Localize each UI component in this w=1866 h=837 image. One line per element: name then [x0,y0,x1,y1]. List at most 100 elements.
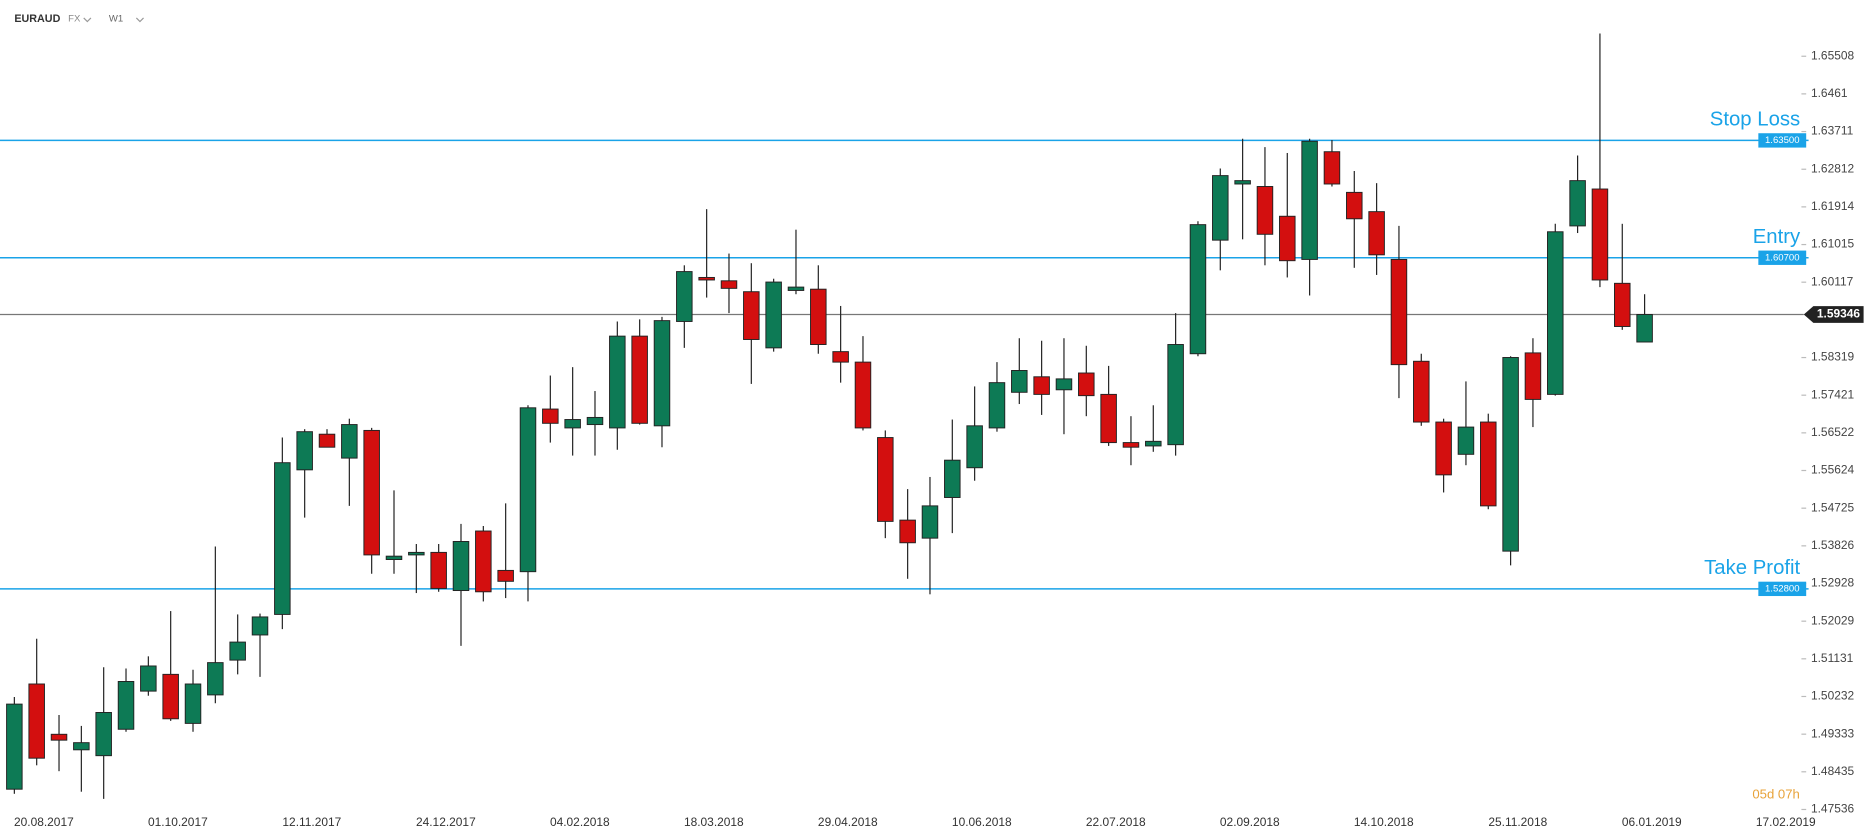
candle-body [810,288,827,345]
level-label: 1.60700 [1765,252,1800,263]
y-tick-label: 1.65508 [1811,48,1855,62]
candle-body [542,408,559,424]
candle-body [1636,314,1653,343]
candle-body [28,683,45,759]
candle-body [1323,151,1341,185]
candle-body [1614,282,1631,327]
chevron[interactable] [83,17,92,23]
level-tag [1758,133,1807,148]
y-tick-label: 1.61914 [1811,199,1855,213]
candle-body [877,437,894,522]
candle-body [1055,378,1073,391]
x-tick-label: 25.11.2018 [1488,815,1547,829]
current-price-label: 1.59346 [1817,307,1861,321]
y-tick-label: 1.56522 [1811,425,1855,439]
candle-body [1301,140,1318,260]
y-tick-label: 1.57421 [1811,387,1855,401]
candle-body [1212,175,1229,241]
candle-body [1368,211,1385,256]
candle-body [162,673,179,720]
candle-body [1524,352,1542,400]
candle-body [1145,440,1162,447]
x-tick-label: 29.04.2018 [818,815,878,829]
y-tick-label: 1.47536 [1811,802,1855,816]
candle-body [251,616,269,636]
candle-body [1591,188,1609,281]
level-tag [1758,250,1807,265]
candle-body [73,742,90,751]
candle-body [1033,376,1050,395]
x-tick-label: 06.01.2019 [1622,815,1682,829]
candle-body [1569,180,1586,227]
x-tick-label: 18.03.2018 [684,815,744,829]
interval[interactable]: W1 [109,14,123,25]
candle-body [1078,372,1095,397]
candle-body [452,541,470,592]
candle-body [631,335,648,424]
x-tick-label: 22.07.2018 [1086,815,1146,829]
y-tick-label: 1.49333 [1811,726,1855,740]
candle-body [609,335,626,429]
candle-body [430,551,447,589]
candle-body [1279,215,1296,262]
candle-body [765,281,782,349]
market[interactable]: FX [68,14,81,25]
candle-body [921,505,939,539]
candle-body [6,703,23,790]
candle-body [698,276,715,281]
level-name: Stop Loss [1710,108,1800,130]
candle-body [1167,344,1184,446]
y-tick-label: 1.54725 [1811,500,1855,514]
y-tick-label: 1.60117 [1811,274,1854,288]
chevron[interactable] [135,17,144,23]
level-name: Take Profit [1704,557,1800,579]
candle-body [787,286,805,291]
y-tick-label: 1.50232 [1811,689,1855,703]
candle-body [229,641,246,661]
y-tick-label: 1.51131 [1811,651,1854,665]
candle-body [274,462,291,615]
candle-body [497,569,514,582]
candle-body [1480,421,1497,507]
candle-body [1390,258,1408,366]
candle-body [564,419,581,429]
candle-body [408,551,425,556]
candle-body [50,733,68,741]
y-tick-label: 1.62812 [1811,161,1855,175]
candle-body [1346,191,1363,220]
candle-body [475,530,492,593]
x-tick-label: 20.08.2017 [14,815,74,829]
candle-body [519,407,537,573]
candle-body [743,291,760,340]
candle-body [341,424,358,459]
candle-body [944,459,961,498]
level-name: Entry [1753,226,1801,248]
candle-body [966,425,983,469]
candle-body [95,712,112,757]
candle-body [1011,370,1028,393]
candle-body [1189,224,1207,355]
candle-body [1547,231,1564,395]
y-tick-label: 1.63711 [1811,124,1854,138]
symbol[interactable]: EURAUD [14,13,60,25]
candle-body [1122,442,1140,448]
candle-body [318,433,336,448]
y-tick-label: 1.52928 [1811,576,1855,590]
y-tick-label: 1.58319 [1811,350,1855,364]
candle-body [1234,180,1251,185]
candle-body [1100,393,1117,444]
candle-body [720,280,738,289]
y-tick-label: 1.61015 [1811,237,1855,251]
candle-body [207,662,224,696]
candle-body [676,271,693,322]
x-tick-label: 24.12.2017 [416,815,476,829]
x-tick-label: 01.10.2017 [148,815,208,829]
x-tick-label: 02.09.2018 [1220,815,1280,829]
candle-body [363,429,380,556]
candle-body [1502,357,1519,552]
candle-body [1413,360,1430,423]
y-tick-label: 1.6461 [1811,86,1848,100]
